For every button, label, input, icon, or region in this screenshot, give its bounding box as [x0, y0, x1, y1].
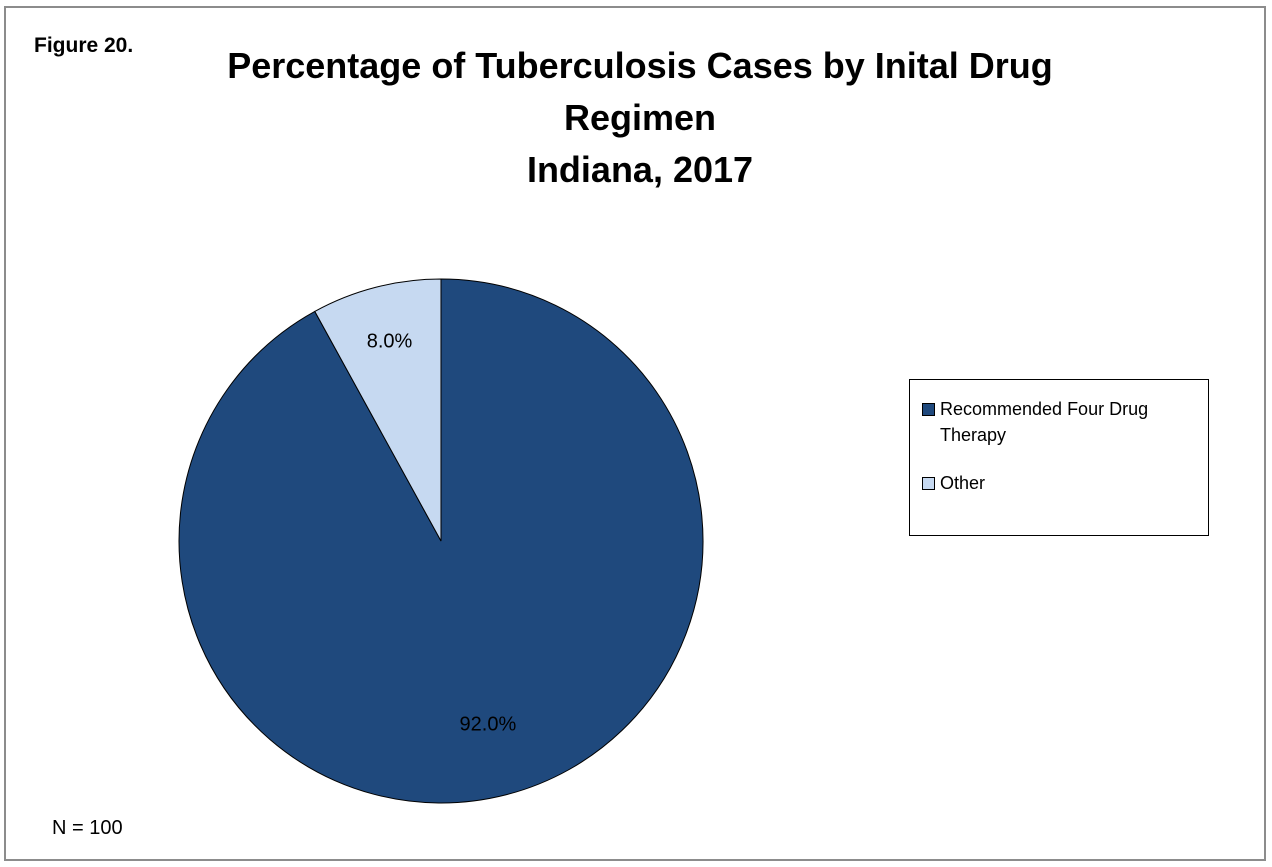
legend-label-recommended: Recommended Four Drug Therapy — [940, 396, 1205, 448]
legend-swatch-other — [922, 477, 935, 490]
legend-swatch-recommended — [922, 403, 935, 416]
data-label-recommended: 92.0% — [460, 714, 517, 736]
legend-label-other: Other — [940, 470, 1205, 496]
legend-item-recommended: Recommended Four Drug Therapy — [922, 396, 1205, 448]
sample-size-note: N = 100 — [52, 817, 123, 840]
data-label-other: 8.0% — [367, 331, 413, 353]
legend-item-other: Other — [922, 470, 1205, 496]
legend: Recommended Four Drug Therapy Other — [909, 379, 1209, 536]
